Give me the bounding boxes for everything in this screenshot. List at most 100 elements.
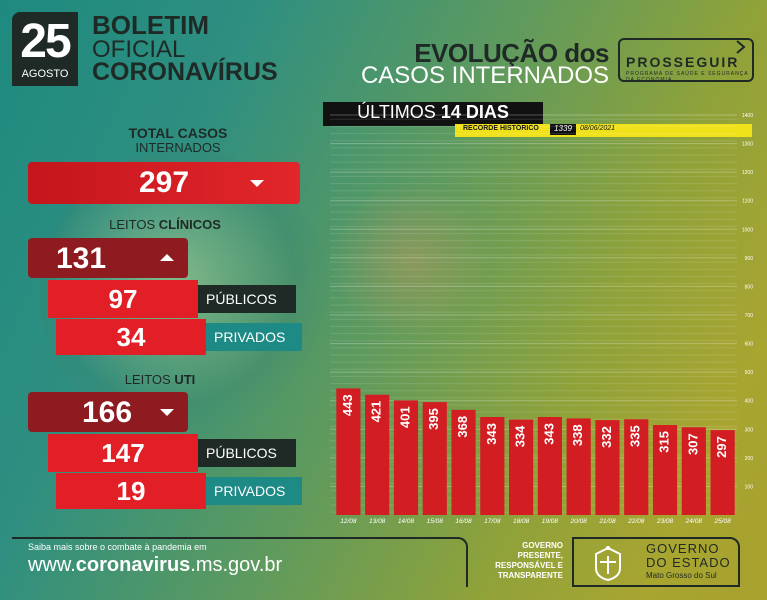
x-tick-label: 24/08 [685,518,703,525]
record-label: RECORDE HISTÓRICO [463,125,539,132]
clinical-public-label: PÚBLICOS [198,285,296,313]
record-bar [455,124,752,137]
bar-value-label: 315 [656,431,671,453]
bar [509,419,534,515]
clinical-value-box: 131 [28,238,188,278]
record-value: 1339 [550,124,576,135]
bar-value-label: 443 [340,394,355,416]
bar-value-label: 421 [369,401,384,423]
virus-illustration-2 [330,180,490,340]
uti-value-box: 166 [28,392,188,432]
y-tick-label: 1300 [742,142,753,148]
clinical-label: LEITOS CLÍNICOS [109,217,221,232]
bar-value-label: 334 [513,425,528,447]
total-label: TOTAL CASOS [128,125,228,141]
bar [566,418,591,515]
clinical-public-value: 97 [48,280,198,318]
x-tick-label: 21/08 [598,518,616,525]
footer-url[interactable]: www.coronavirus.ms.gov.br [28,554,283,576]
prosseguir-tagline: PROGRAMA DE SAÚDE E SEGURANÇA DA ECONOMI… [626,71,749,83]
y-tick-label: 1100 [742,199,753,205]
x-tick-label: 19/08 [542,518,559,525]
evolution-subtitle: CASOS INTERNADOS [360,62,609,89]
bar [393,400,419,515]
clinical-private-value: 34 [56,319,206,355]
clinical-value: 131 [56,242,107,275]
bar [422,402,447,515]
bar [336,388,361,515]
bulletin-title: BOLETIM [92,10,209,40]
bar-value-label: 343 [484,423,499,445]
x-tick-label: 12/08 [340,518,357,525]
y-tick-label: 1000 [742,227,753,233]
state-crest-icon [595,546,621,582]
bar [480,417,505,515]
bar [451,409,476,515]
bar [624,419,649,515]
bulletin-subtitle: OFICIAL [92,36,186,63]
y-tick-label: 900 [745,256,754,262]
bar-value-label: 368 [455,416,470,438]
x-tick-label: 18/08 [513,518,530,525]
y-tick-label: 800 [745,284,754,290]
arrow-up-icon [160,254,174,261]
prosseguir-logo: PROSSEGUIR PROGRAMA DE SAÚDE E SEGURANÇA… [618,38,754,83]
total-value-box: 297 [28,162,300,204]
date-box: 25 AGOSTO [12,12,78,86]
bar [365,394,390,515]
evolution-title: EVOLUÇÃO dos [414,38,609,68]
bar [681,427,706,515]
bar-value-label: 307 [685,433,700,455]
date-day: 25 [20,15,71,68]
footer-frame [12,537,468,587]
x-tick-label: 15/08 [427,518,444,525]
y-tick-label: 1200 [742,170,753,176]
date-month: AGOSTO [12,68,78,80]
uti-public-label: PÚBLICOS [198,439,296,467]
bar [652,425,678,515]
x-tick-label: 20/08 [570,518,588,525]
arrow-down-icon [160,409,174,416]
x-tick-label: 23/08 [656,518,674,525]
bar [710,430,735,515]
total-value: 297 [138,166,190,199]
bar-value-label: 338 [570,424,585,446]
arrow-down-icon [250,180,264,187]
chart-title: ÚLTIMOS 14 DIAS [323,102,543,126]
bar-value-label: 401 [397,406,412,428]
record-date: 08/06/2021 [580,125,616,132]
total-label-2: INTERNADOS [135,140,221,155]
bar-value-label: 332 [599,426,614,448]
prosseguir-name: PROSSEGUIR [626,54,740,70]
gov-state: Mato Grosso do Sul [646,571,717,580]
y-tick-label: 1400 [742,113,753,119]
x-tick-label: 14/08 [398,518,415,525]
uti-value: 166 [82,396,133,429]
uti-private-value: 19 [56,473,206,509]
x-tick-label: 13/08 [369,518,386,525]
y-tick-label: 400 [745,399,754,405]
x-tick-label: 16/08 [455,518,472,525]
footer-info-text: Saiba mais sobre o combate à pandemia em [28,542,207,552]
bar-value-label: 335 [628,425,643,447]
bar [537,417,562,515]
y-tick-label: 300 [745,427,754,433]
chevron-right-icon [736,40,746,54]
y-tick-label: 500 [745,370,754,376]
y-tick-label: 200 [745,456,754,462]
x-tick-label: 25/08 [713,518,731,525]
bar-value-label: 395 [426,408,441,430]
uti-public-value: 147 [48,434,198,472]
y-tick-label: 600 [745,342,754,348]
x-tick-label: 17/08 [484,518,501,525]
gov-slogan: GOVERNO PRESENTE, RESPONSÁVEL E TRANSPARENT… [495,541,563,580]
gov-name: GOVERNO DO ESTADO [646,541,731,571]
y-tick-label: 700 [745,313,754,319]
gov-logo-frame [572,537,740,587]
bar [595,420,620,515]
clinical-private-label: PRIVADOS [206,323,302,351]
y-tick-label: 100 [745,484,754,490]
bar-value-label: 343 [541,423,556,445]
